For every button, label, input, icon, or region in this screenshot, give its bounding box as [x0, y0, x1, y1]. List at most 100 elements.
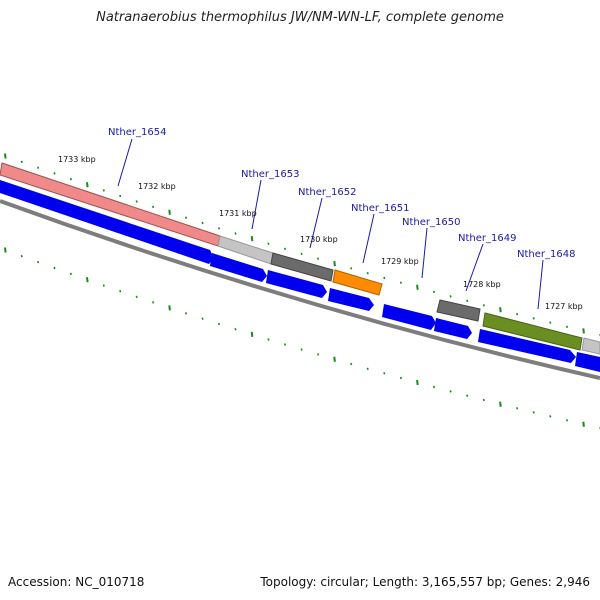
genome-backbone — [0, 199, 600, 380]
feature-nther-1654[interactable] — [0, 162, 221, 247]
kbp-label: 1729 kbp — [381, 257, 419, 266]
tick-mark — [69, 177, 72, 181]
gene-label-nther-1650[interactable]: Nther_1650 — [402, 217, 460, 228]
tick-mark — [416, 284, 419, 290]
tick-mark — [69, 272, 72, 276]
tick-mark — [532, 411, 535, 414]
tick-mark — [234, 327, 237, 331]
genome-summary-text: Topology: circular; Length: 3,165,557 bp… — [260, 575, 590, 589]
tick-mark — [549, 321, 552, 324]
tick-mark — [350, 267, 353, 270]
tick-mark — [4, 247, 7, 253]
tick-mark — [565, 325, 569, 329]
tick-mark — [250, 331, 254, 338]
tick-mark — [432, 385, 436, 389]
tick-mark — [168, 305, 171, 311]
tick-mark — [184, 312, 188, 315]
tick-mark — [366, 367, 369, 371]
tick-mark — [119, 194, 122, 198]
tick-mark — [267, 338, 270, 341]
tick-mark — [350, 362, 353, 366]
tick-mark — [102, 284, 105, 287]
tick-mark — [482, 304, 485, 307]
feature-nther-1648[interactable] — [581, 337, 600, 355]
kbp-label: 1728 kbp — [463, 280, 501, 289]
tick-mark — [466, 394, 469, 397]
tick-mark — [499, 401, 502, 407]
tick-mark — [516, 312, 519, 316]
gene-label-nther-1649[interactable]: Nther_1649 — [458, 233, 516, 244]
tick-mark — [449, 295, 452, 298]
tick-mark — [432, 290, 436, 294]
feature-nther-1650[interactable] — [436, 299, 481, 322]
gene-labels: Nther_1654 Nther_1653 Nther_1652 Nther_1… — [108, 127, 575, 310]
kbp-label: 1731 kbp — [219, 209, 257, 218]
cds-arrow[interactable] — [328, 288, 374, 311]
tick-mark — [217, 322, 221, 326]
tick-mark — [86, 182, 89, 188]
tick-mark — [532, 317, 535, 320]
tick-mark — [20, 160, 23, 164]
tick-mark — [582, 328, 585, 334]
tick-mark — [549, 415, 552, 418]
cds-arrow[interactable] — [266, 270, 327, 298]
tick-mark — [267, 242, 270, 245]
tick-mark — [300, 348, 303, 351]
cds-arrow[interactable] — [0, 180, 214, 264]
tick-mark — [135, 200, 138, 203]
gene-label-nther-1652[interactable]: Nther_1652 — [298, 187, 356, 198]
tick-mark — [201, 317, 204, 320]
tick-mark — [4, 153, 7, 159]
tick-mark — [516, 407, 519, 410]
gene-label-nther-1653[interactable]: Nther_1653 — [241, 169, 299, 180]
tick-mark — [86, 277, 89, 283]
tick-mark — [152, 301, 155, 304]
tick-marks-outer — [4, 153, 600, 337]
tick-mark — [499, 307, 502, 313]
gene-label-nther-1648[interactable]: Nther_1648 — [517, 249, 575, 260]
tick-mark — [102, 189, 105, 192]
feature-nther-1653[interactable] — [270, 252, 334, 282]
tick-mark — [416, 379, 419, 386]
tick-mark — [20, 254, 23, 258]
tick-mark — [366, 271, 369, 275]
feature-nther-1652[interactable] — [332, 269, 383, 296]
tick-mark — [449, 390, 452, 393]
tick-mark — [37, 166, 40, 169]
kbp-label: 1733 kbp — [58, 155, 96, 164]
feature-track — [0, 162, 600, 355]
tick-mark — [184, 216, 188, 219]
kbp-label: 1730 kbp — [300, 235, 338, 244]
cds-track — [0, 180, 600, 372]
gene-label-nther-1651[interactable]: Nther_1651 — [351, 203, 409, 214]
tick-mark — [582, 421, 585, 427]
tick-mark — [119, 289, 122, 293]
gene-label-nther-1654[interactable]: Nther_1654 — [108, 127, 166, 138]
tick-mark — [317, 257, 320, 260]
tick-marks-inner — [4, 247, 600, 430]
kbp-label: 1727 kbp — [545, 302, 583, 311]
cds-arrow[interactable] — [575, 352, 600, 372]
cds-arrow[interactable] — [210, 253, 267, 282]
tick-mark — [217, 227, 221, 230]
tick-mark — [37, 260, 40, 264]
cds-arrow[interactable] — [434, 318, 472, 339]
cds-arrow[interactable] — [382, 304, 436, 330]
tick-mark — [152, 205, 155, 209]
tick-mark — [565, 419, 569, 422]
tick-mark — [333, 260, 336, 267]
tick-mark — [168, 209, 171, 215]
tick-mark — [383, 276, 386, 280]
tick-mark — [383, 372, 386, 375]
tick-mark — [482, 398, 485, 402]
kbp-label: 1732 kbp — [138, 182, 176, 191]
feature-nther-1649[interactable] — [482, 312, 583, 351]
tick-mark — [283, 247, 287, 251]
tick-mark — [234, 232, 237, 235]
cds-arrow[interactable] — [478, 329, 576, 363]
tick-mark — [53, 266, 56, 270]
tick-mark — [399, 281, 402, 284]
tick-mark — [466, 299, 469, 303]
